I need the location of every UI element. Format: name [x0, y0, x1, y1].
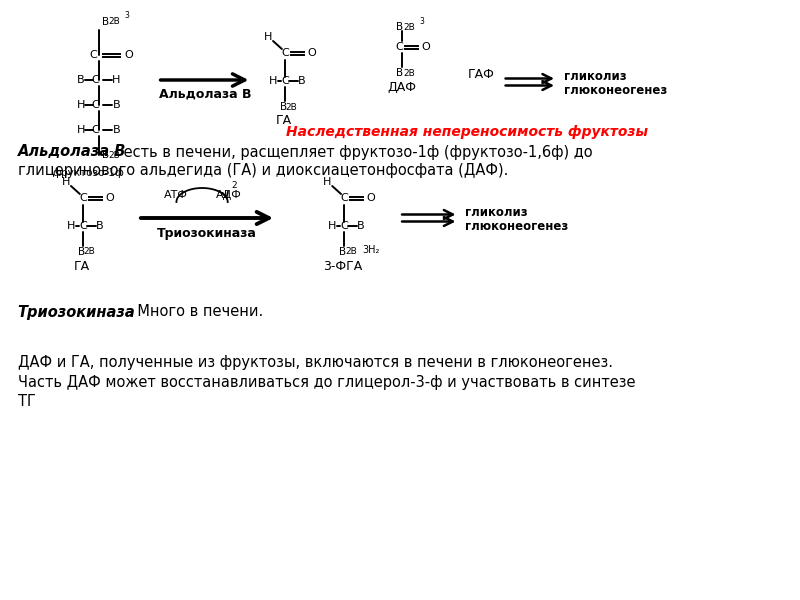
Text: ДАФ и ГА, полученные из фруктозы, включаются в печени в глюконеогенез.: ДАФ и ГА, полученные из фруктозы, включа… — [18, 355, 613, 370]
Text: H: H — [66, 221, 75, 231]
Text: C: C — [281, 48, 289, 58]
Text: B: B — [77, 75, 85, 85]
Text: H: H — [62, 177, 70, 187]
Text: 3: 3 — [124, 11, 129, 20]
Text: B: B — [280, 102, 287, 112]
Text: Триозокиназа: Триозокиназа — [18, 304, 135, 319]
Text: O: O — [307, 48, 316, 58]
Text: O: O — [124, 50, 133, 60]
Text: 2: 2 — [232, 181, 238, 191]
Text: 2B: 2B — [109, 151, 120, 160]
Text: C: C — [340, 193, 348, 203]
Text: 2B: 2B — [403, 22, 415, 31]
Text: B: B — [298, 76, 306, 86]
Text: глюконеогенез: глюконеогенез — [466, 220, 569, 232]
Text: H: H — [269, 76, 278, 86]
Text: ГА: ГА — [74, 259, 90, 272]
Text: B: B — [357, 221, 365, 231]
Text: C: C — [79, 221, 86, 231]
Text: C: C — [340, 221, 348, 231]
Text: Альдолаза В: Альдолаза В — [18, 145, 126, 160]
Text: Триозокиназа: Триозокиназа — [157, 227, 257, 241]
Text: Альдолаза В: Альдолаза В — [158, 88, 251, 100]
Text: C: C — [90, 50, 98, 60]
Text: B: B — [396, 68, 403, 78]
Text: фруктозо-1ф: фруктозо-1ф — [53, 168, 125, 178]
Text: H: H — [328, 221, 336, 231]
Text: 3H₂: 3H₂ — [362, 245, 380, 255]
Text: ГАФ: ГАФ — [467, 68, 494, 82]
Text: B: B — [78, 247, 85, 257]
Text: B: B — [102, 17, 109, 27]
Text: B: B — [339, 247, 346, 257]
Text: B: B — [396, 22, 403, 32]
Text: 2B: 2B — [345, 247, 357, 257]
Text: ГА: ГА — [276, 115, 292, 127]
Text: ДАФ: ДАФ — [388, 80, 417, 94]
Text: C: C — [92, 100, 99, 110]
Text: H: H — [323, 177, 331, 187]
Text: O: O — [106, 193, 114, 203]
Text: H: H — [77, 100, 85, 110]
Text: 3: 3 — [420, 16, 425, 25]
Text: B: B — [113, 125, 120, 135]
Text: ТГ: ТГ — [18, 395, 35, 409]
Text: есть в печени, расщепляет фруктозо-1ф (фруктозо-1,6ф) до: есть в печени, расщепляет фруктозо-1ф (ф… — [119, 145, 593, 160]
Text: C: C — [92, 75, 99, 85]
Text: H: H — [112, 75, 121, 85]
Text: C: C — [92, 125, 99, 135]
Text: гликолиз: гликолиз — [564, 70, 626, 83]
Text: B: B — [113, 100, 120, 110]
Text: H: H — [264, 32, 272, 42]
Text: 3-ФГА: 3-ФГА — [323, 259, 362, 272]
Text: Наследственная непереносимость фруктозы: Наследственная непереносимость фруктозы — [286, 125, 648, 139]
Text: C: C — [79, 193, 86, 203]
Text: АДФ: АДФ — [216, 190, 242, 200]
Text: . Много в печени.: . Много в печени. — [128, 304, 263, 319]
Text: АТФ: АТФ — [163, 190, 187, 200]
Text: 2B: 2B — [109, 17, 120, 26]
Text: 2B: 2B — [403, 68, 415, 77]
Text: C: C — [281, 76, 289, 86]
Text: гликолиз: гликолиз — [466, 206, 528, 220]
Text: C: C — [395, 42, 403, 52]
Text: 2B: 2B — [84, 247, 95, 257]
Text: B: B — [102, 150, 109, 160]
Text: глицеринового альдегида (ГА) и диоксиацетонфосфата (ДАФ).: глицеринового альдегида (ГА) и диоксиаце… — [18, 163, 508, 178]
Text: B: B — [96, 221, 103, 231]
Text: глюконеогенез: глюконеогенез — [564, 83, 667, 97]
Text: 2B: 2B — [286, 103, 298, 112]
Text: O: O — [422, 42, 430, 52]
Text: Часть ДАФ может восстанавливаться до глицерол-3-ф и участвовать в синтезе: Часть ДАФ может восстанавливаться до гли… — [18, 374, 635, 389]
Text: O: O — [366, 193, 375, 203]
Text: H: H — [77, 125, 85, 135]
